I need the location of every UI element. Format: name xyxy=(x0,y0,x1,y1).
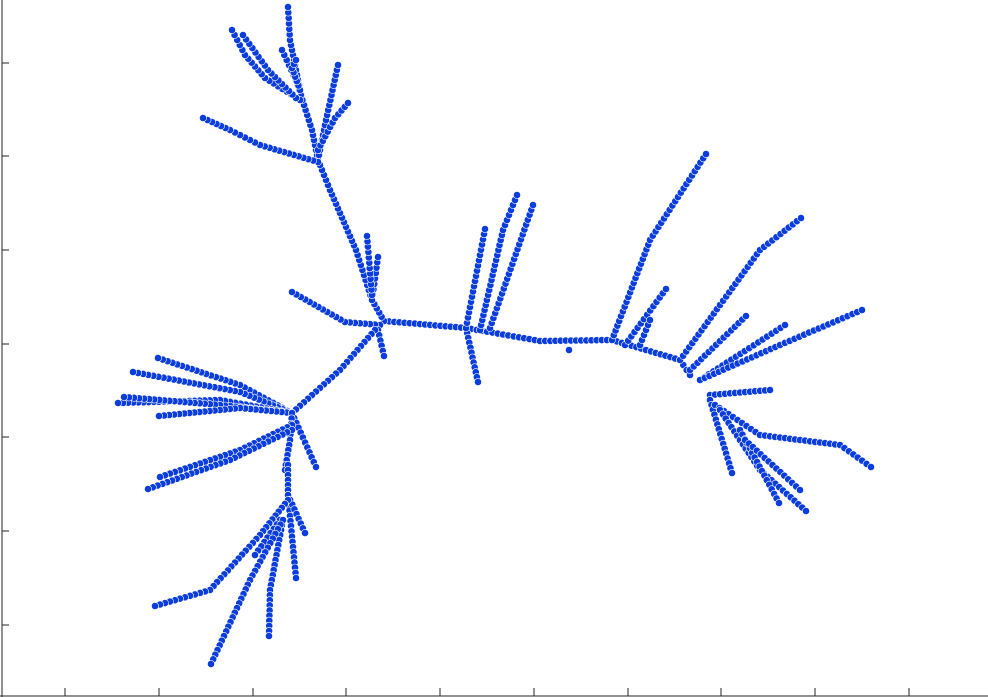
data-point-b26-624 xyxy=(151,602,159,610)
data-point-b2-127 xyxy=(284,3,292,11)
data-point-b45-1035 xyxy=(802,507,810,515)
data-point-b31-720 xyxy=(481,225,489,233)
data-point-b34-775 xyxy=(565,346,573,354)
data-point-b27-633 xyxy=(251,551,259,559)
y-axis-ticks xyxy=(2,62,9,626)
data-point-b39-890 xyxy=(742,312,750,320)
data-point-b24-580 xyxy=(292,574,300,582)
data-point-b15-345 xyxy=(154,354,162,362)
data-point-b7-221 xyxy=(228,26,236,34)
data-point-b28-656 xyxy=(265,632,273,640)
data-point-b40-910 xyxy=(781,321,789,329)
data-point-b42-958 xyxy=(766,386,774,394)
data-point-b13-293 xyxy=(380,352,388,360)
data-point-b33-774 xyxy=(529,201,537,209)
data-point-b32-748 xyxy=(513,191,521,199)
data-points xyxy=(114,3,875,668)
data-point-b17-413 xyxy=(114,399,122,407)
data-point-b23-557 xyxy=(144,485,152,493)
data-point-b44-1008 xyxy=(867,463,875,471)
data-point-b22-526 xyxy=(156,473,164,481)
data-point-b46-1052 xyxy=(775,499,783,507)
data-point-b5-176 xyxy=(344,99,352,107)
data-point-b11-267 xyxy=(363,232,371,240)
data-point-b30-700 xyxy=(474,378,482,386)
data-point-b4-164 xyxy=(334,61,342,69)
data-point-b36-831 xyxy=(662,285,670,293)
data-point-b25-589 xyxy=(301,529,309,537)
data-point-b38-874 xyxy=(797,214,805,222)
data-point-b29-688 xyxy=(207,660,215,668)
data-point-b10-255 xyxy=(374,253,382,261)
data-point-b9-246 xyxy=(292,56,300,64)
data-point-b16-378 xyxy=(129,368,137,376)
data-point-b20-486 xyxy=(312,463,320,471)
data-point-b43-974 xyxy=(728,469,736,477)
data-point-b3-144 xyxy=(278,46,286,54)
data-point-b47-1067 xyxy=(796,486,804,494)
data-point-b19-474 xyxy=(155,412,163,420)
data-point-b41-945 xyxy=(858,306,866,314)
data-point-b35-817 xyxy=(702,150,710,158)
x-axis-ticks xyxy=(64,688,910,696)
data-point-b37-837 xyxy=(646,316,654,324)
data-point-b8-238 xyxy=(239,31,247,39)
data-point-b12-287 xyxy=(288,288,296,296)
data-point-b6-201 xyxy=(199,114,207,122)
data-point-b18-447 xyxy=(120,393,128,401)
